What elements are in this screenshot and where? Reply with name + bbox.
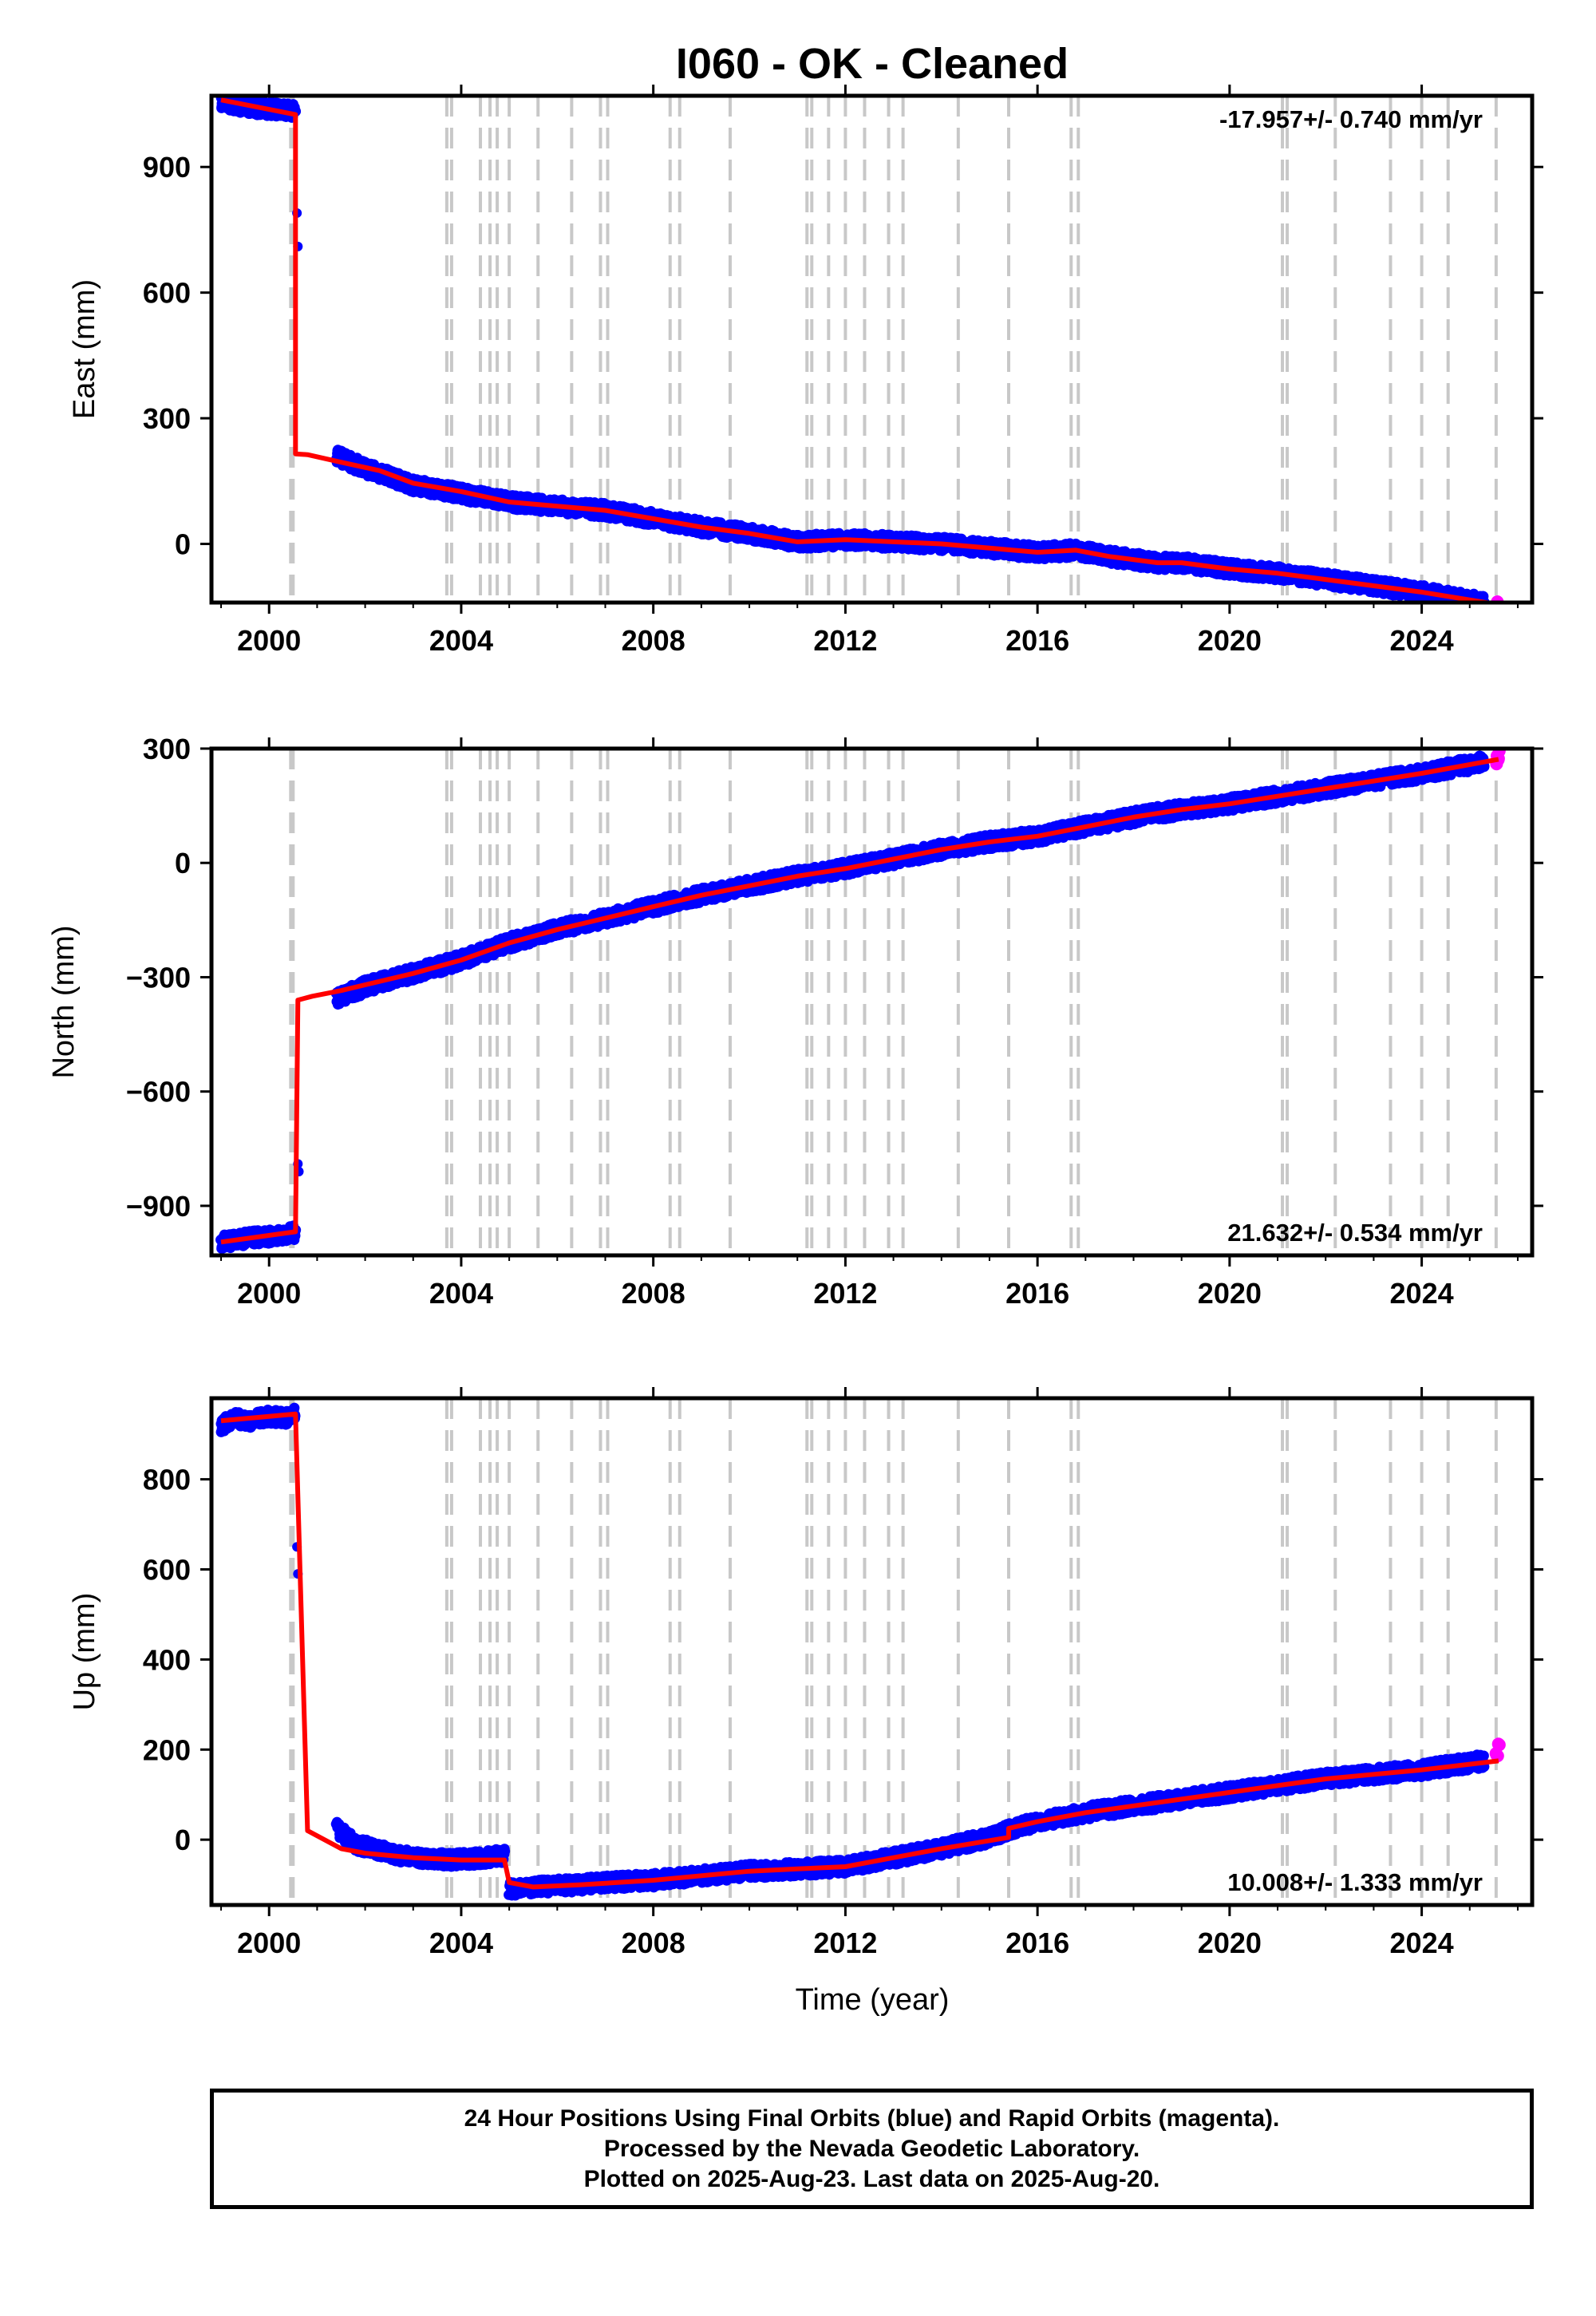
east-y-axis-label: East (mm) — [68, 279, 101, 419]
x-tick-label: 2020 — [1198, 624, 1262, 657]
x-tick-label: 2000 — [237, 624, 301, 657]
east-panel: 2000 2004 2008 2012 2016 2020 2024 0 300 600 900 Ea… — [68, 85, 1543, 657]
east-final-orbit-points — [215, 96, 1490, 603]
north-plot-area — [215, 749, 1506, 1255]
data-point — [1492, 607, 1505, 619]
data-point — [1491, 604, 1503, 617]
y-tick-label: 600 — [143, 277, 191, 310]
y-tick-label: 0 — [175, 528, 191, 561]
north-final-orbit-points — [215, 750, 1490, 1254]
y-tick-label: 900 — [143, 151, 191, 184]
x-tick-label: 2008 — [622, 624, 685, 657]
east-plot-area — [215, 96, 1506, 619]
x-tick-label: 2012 — [813, 624, 877, 657]
x-tick-label: 2024 — [1390, 624, 1454, 657]
figure-title: I060 - OK - Cleaned — [676, 40, 1069, 88]
east-rapid-orbit-points — [1491, 595, 1506, 619]
east-velocity-annotation: -17.957+/- 0.740 mm/yr — [1219, 105, 1483, 133]
data-point — [1493, 606, 1506, 619]
y-tick-label: 300 — [143, 402, 191, 435]
north-panel: 2000 2004 2008 2012 2016 2020 2024−900−600−300… — [47, 733, 1543, 1310]
x-tick-label: 2004 — [429, 624, 493, 657]
x-tick-label: 2016 — [1005, 624, 1069, 657]
